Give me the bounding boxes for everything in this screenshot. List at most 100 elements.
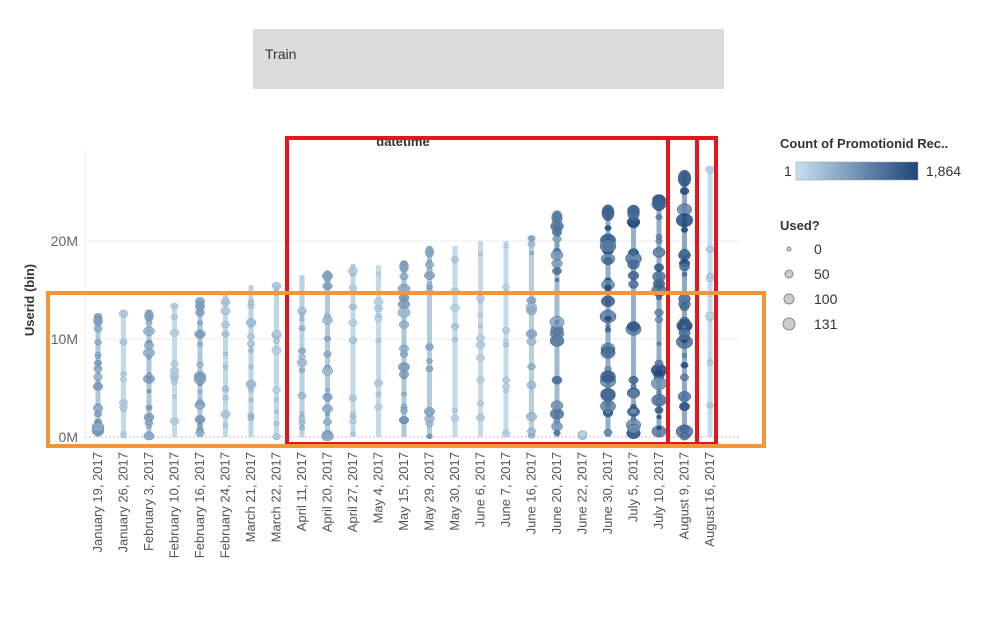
data-point (678, 293, 691, 304)
data-point (426, 411, 433, 416)
data-point (527, 235, 536, 242)
data-point (656, 247, 662, 252)
data-column (501, 241, 511, 438)
x-tick-label: February 3, 2017 (141, 452, 156, 551)
data-point (425, 343, 434, 351)
data-point (93, 410, 103, 418)
data-point (221, 321, 230, 329)
data-point (600, 295, 616, 307)
x-tick-label: August 16, 2017 (702, 452, 717, 547)
data-point (627, 271, 640, 281)
color-legend-min: 1 (784, 163, 792, 179)
data-point (654, 406, 664, 414)
data-column (450, 245, 460, 437)
data-point (549, 334, 565, 347)
data-point (476, 334, 485, 342)
data-point (375, 338, 382, 344)
data-point (451, 407, 459, 413)
data-point (599, 239, 617, 253)
size-legend-marker (786, 246, 792, 252)
data-point (247, 333, 255, 340)
data-point (627, 204, 640, 221)
data-point (502, 383, 510, 390)
data-point (323, 335, 332, 342)
data-point (399, 272, 409, 281)
data-point (705, 245, 715, 253)
data-point (298, 416, 306, 422)
data-column (193, 297, 207, 437)
data-point (605, 324, 611, 328)
data-point (299, 317, 305, 322)
data-point (299, 411, 305, 417)
data-point (528, 250, 535, 256)
data-point (170, 360, 179, 367)
data-point (501, 327, 511, 334)
data-point (222, 422, 229, 428)
data-point (450, 414, 460, 422)
data-point (450, 255, 460, 263)
data-point (398, 320, 410, 329)
data-point (248, 348, 254, 353)
data-point (349, 412, 357, 418)
data-point (197, 341, 203, 347)
x-tick-label: June 7, 2017 (498, 452, 513, 527)
data-point (502, 376, 510, 384)
data-point (271, 282, 282, 290)
data-point (222, 364, 229, 370)
data-point (652, 271, 666, 282)
data-point (143, 431, 155, 441)
data-column (118, 309, 129, 439)
data-point (476, 376, 485, 384)
x-tick-label: April 27, 2017 (345, 452, 360, 532)
data-point (550, 400, 564, 411)
data-point (375, 391, 382, 397)
data-point (600, 387, 616, 401)
data-point (554, 243, 560, 248)
data-point (552, 267, 562, 275)
data-point (425, 261, 434, 269)
data-point (681, 272, 688, 277)
data-point (655, 294, 663, 301)
x-tick-label: June 16, 2017 (524, 452, 539, 534)
data-column (475, 241, 486, 437)
data-point (196, 403, 204, 410)
data-point (603, 257, 613, 266)
x-tick-label: April 11, 2017 (294, 452, 309, 531)
data-point (477, 323, 484, 329)
x-tick-label: March 22, 2017 (269, 452, 284, 542)
data-point (426, 267, 433, 273)
data-point (656, 341, 662, 346)
data-point (401, 349, 407, 354)
data-column (169, 302, 180, 437)
data-point (349, 418, 357, 425)
x-tick-label: July 10, 2017 (651, 452, 666, 529)
data-point (550, 250, 564, 261)
data-point (551, 375, 563, 385)
data-point (376, 272, 381, 276)
data-column (423, 245, 436, 439)
column-band (197, 299, 203, 437)
data-point (476, 414, 485, 422)
size-legend-label: 131 (814, 316, 838, 332)
data-point (247, 299, 255, 305)
data-point (525, 412, 538, 422)
filter-train[interactable]: Train (253, 29, 724, 89)
data-point (374, 403, 383, 411)
data-point (679, 248, 690, 257)
data-point (705, 311, 715, 320)
data-point (679, 303, 690, 311)
data-point (551, 421, 563, 432)
data-column (220, 294, 231, 437)
data-point (144, 341, 154, 350)
x-tick-label: February 24, 2017 (218, 452, 233, 558)
data-point (247, 387, 255, 393)
data-point (478, 252, 483, 257)
data-point (272, 433, 281, 440)
data-point (169, 417, 180, 425)
x-tick-label: February 10, 2017 (167, 452, 182, 558)
data-point (222, 351, 229, 356)
size-legend-label: 0 (814, 241, 822, 257)
data-point (195, 331, 205, 339)
data-point (551, 258, 563, 268)
data-point (502, 338, 510, 344)
